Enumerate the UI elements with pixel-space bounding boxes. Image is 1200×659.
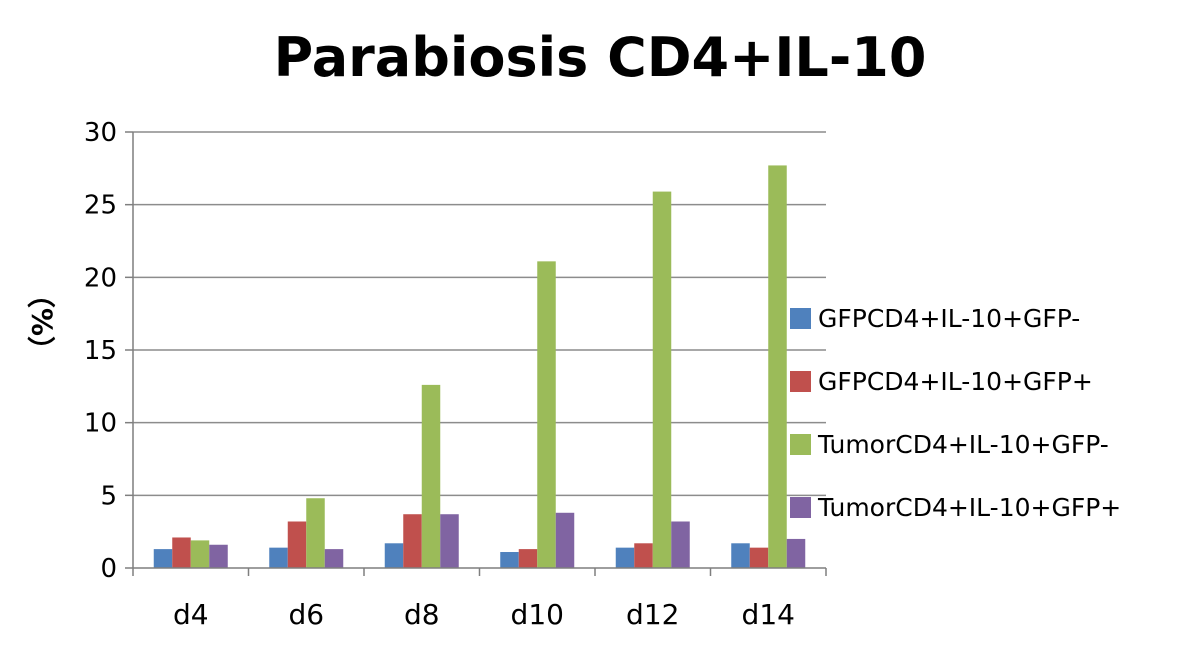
bar-2-d12 [634,543,653,568]
bar-3-d8 [421,384,441,568]
legend-swatch [790,308,811,329]
x-tick-labels: d4 d6 d8 d10 d12 d14 [173,598,795,631]
chart-title: Parabiosis CD4+IL-10 [274,26,927,89]
gridlines [133,131,826,497]
bar-2-d10 [518,549,538,568]
bar-3-d6 [306,498,325,568]
bar-1-d12 [615,547,635,568]
legend-swatch [790,371,811,392]
bar-2-d4 [172,537,191,568]
bar-2-d8 [403,514,422,568]
x-tick-label: d12 [626,598,679,631]
x-tick-label: d10 [511,598,564,631]
y-tick-label: 15 [84,336,117,366]
bar-2-d6 [287,521,307,568]
legend-swatch [790,497,811,518]
y-tick-label: 20 [84,263,117,293]
bars [153,165,806,568]
y-tick-label: 0 [100,554,117,584]
bar-1-d6 [269,547,288,568]
legend-label: GFPCD4+IL-10+GFP- [818,304,1080,333]
legend-label: TumorCD4+IL-10+GFP+ [817,493,1121,522]
y-tick-label: 5 [100,481,117,511]
bar-1-d4 [153,549,173,568]
x-tick-label: d6 [288,598,324,631]
bar-2-d14 [749,547,769,568]
x-tick-label: d8 [404,598,440,631]
axes [125,131,827,576]
bar-1-d14 [731,543,750,568]
y-tick-label: 10 [84,409,117,439]
legend-swatch [790,434,811,455]
bar-4-d10 [555,512,575,568]
y-axis-label: （%） [26,280,59,364]
bar-3-d10 [537,261,556,568]
legend: GFPCD4+IL-10+GFP- GFPCD4+IL-10+GFP+ TumorC… [790,304,1121,522]
legend-label: GFPCD4+IL-10+GFP+ [818,367,1093,396]
bar-4-d4 [209,544,228,568]
bar-4-d12 [671,521,690,568]
x-tick-label: d14 [742,598,795,631]
bar-3-d14 [768,165,787,568]
bar-4-d6 [324,549,344,568]
bar-1-d8 [384,543,404,568]
x-tick-label: d4 [173,598,209,631]
bar-4-d14 [786,538,806,568]
legend-label: TumorCD4+IL-10+GFP- [817,430,1109,459]
y-tick-label: 25 [84,191,117,221]
bar-3-d4 [190,540,210,568]
bar-3-d12 [652,191,672,568]
y-tick-label: 30 [84,118,117,148]
bar-4-d8 [440,514,459,568]
y-tick-labels: 0 5 10 15 20 25 30 [84,118,117,584]
bar-1-d10 [500,552,519,568]
